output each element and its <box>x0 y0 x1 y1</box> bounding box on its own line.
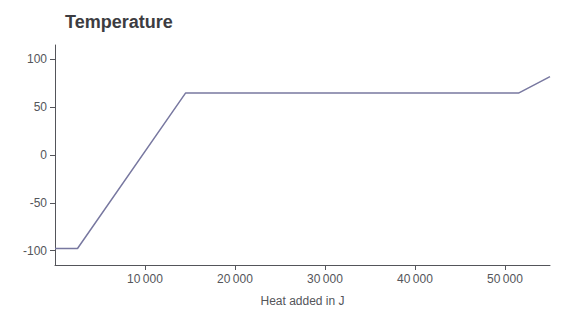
svg-text:-100: -100 <box>23 244 47 258</box>
svg-text:Temperature: Temperature <box>65 12 173 32</box>
svg-text:50: 50 <box>34 100 48 114</box>
svg-text:30 000: 30 000 <box>307 272 343 286</box>
svg-text:100: 100 <box>27 52 47 66</box>
svg-text:40 000: 40 000 <box>397 272 433 286</box>
svg-text:10 000: 10 000 <box>127 272 163 286</box>
svg-text:0: 0 <box>40 148 47 162</box>
svg-text:Heat added in J: Heat added in J <box>260 294 344 308</box>
svg-text:-50: -50 <box>30 196 48 210</box>
svg-text:50 000: 50 000 <box>487 272 523 286</box>
svg-text:20 000: 20 000 <box>217 272 253 286</box>
